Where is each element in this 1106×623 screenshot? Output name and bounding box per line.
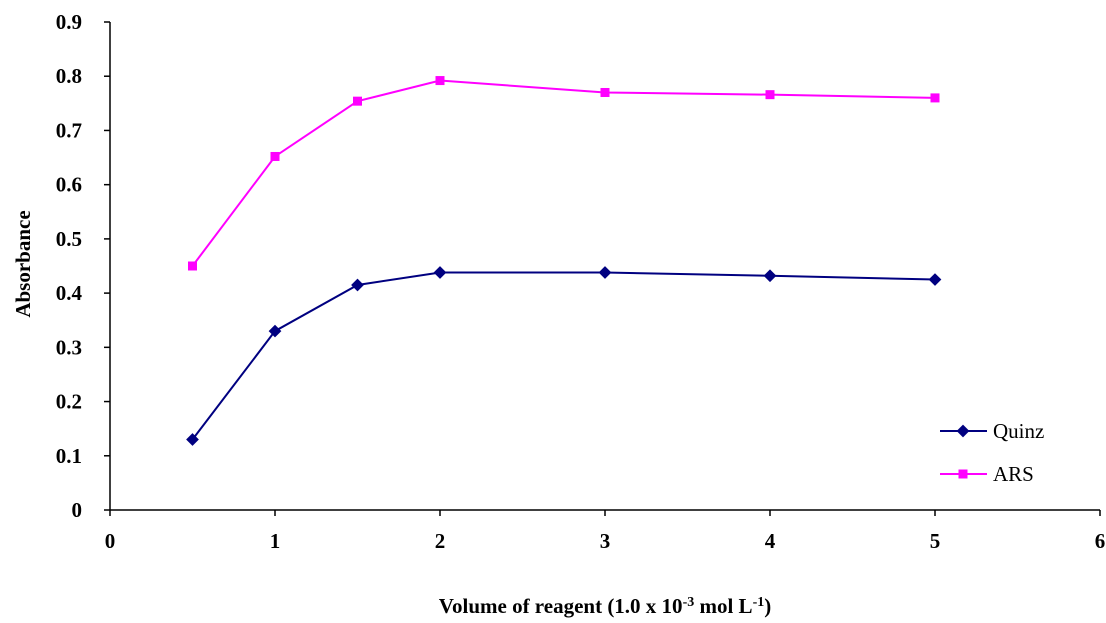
x-tick-label: 5 xyxy=(930,529,941,553)
legend-entry-ars: ARS xyxy=(940,462,1034,486)
series-line-ars xyxy=(191,79,936,267)
data-point-quinz xyxy=(268,324,282,338)
y-tick-label: 0.6 xyxy=(56,173,82,197)
data-point-ars xyxy=(353,96,362,106)
x-tick-label: 3 xyxy=(600,529,611,553)
x-axis-title-middle: mol L xyxy=(694,594,752,618)
data-point-ars xyxy=(270,151,280,161)
data-point-quinz xyxy=(598,266,612,279)
y-axis-title: Absorbance xyxy=(11,210,35,317)
legend-label-ars: ARS xyxy=(993,462,1034,486)
x-tick-label: 2 xyxy=(435,529,446,553)
data-point-ars xyxy=(188,261,197,271)
legend-entry-quinz: Quinz xyxy=(940,419,1044,443)
y-tick-label: 0.9 xyxy=(56,10,82,34)
y-axis: 0 0.1 0.2 0.3 0.4 0.5 0.6 0.7 0.8 0.9 xyxy=(56,10,111,522)
legend-label-quinz: Quinz xyxy=(993,419,1044,443)
x-tick-label: 0 xyxy=(105,529,116,553)
x-tick-label: 1 xyxy=(270,529,281,553)
legend-marker-quinz xyxy=(956,424,970,438)
y-tick-label: 0.2 xyxy=(56,390,82,414)
data-point-quinz xyxy=(186,433,199,446)
x-axis-title-prefix: Volume of reagent (1.0 x 10 xyxy=(439,594,683,618)
data-point-quinz xyxy=(763,269,777,283)
x-tick-label: 6 xyxy=(1095,529,1106,553)
data-point-ars xyxy=(600,87,610,97)
data-point-quinz xyxy=(351,278,364,292)
x-axis-title-exponent-2: -1 xyxy=(753,595,765,610)
series-layer xyxy=(186,76,942,446)
y-tick-label: 0.7 xyxy=(56,118,82,142)
legend-marker-ars xyxy=(958,469,968,479)
x-axis: 0 1 2 3 4 5 6 xyxy=(105,509,1106,553)
data-point-ars xyxy=(765,90,775,100)
data-point-quinz xyxy=(928,273,942,286)
y-tick-label: 0.3 xyxy=(56,335,82,359)
y-tick-label: 0.4 xyxy=(56,281,83,305)
series-line-quinz xyxy=(191,271,936,441)
x-tick-label: 4 xyxy=(765,529,776,553)
x-axis-title-exponent-1: -3 xyxy=(683,595,695,610)
x-axis-title-suffix: ) xyxy=(764,594,771,618)
legend: Quinz ARS xyxy=(940,419,1044,486)
y-tick-label: 0.1 xyxy=(56,444,82,468)
data-point-ars xyxy=(930,93,940,103)
y-tick-label: 0.8 xyxy=(56,64,82,88)
data-point-quinz xyxy=(433,266,447,279)
data-point-ars xyxy=(435,76,445,86)
x-axis-title: Volume of reagent (1.0 x 10-3 mol L-1) xyxy=(439,594,772,618)
y-tick-label: 0.5 xyxy=(56,227,82,251)
y-tick-label: 0 xyxy=(72,498,83,522)
